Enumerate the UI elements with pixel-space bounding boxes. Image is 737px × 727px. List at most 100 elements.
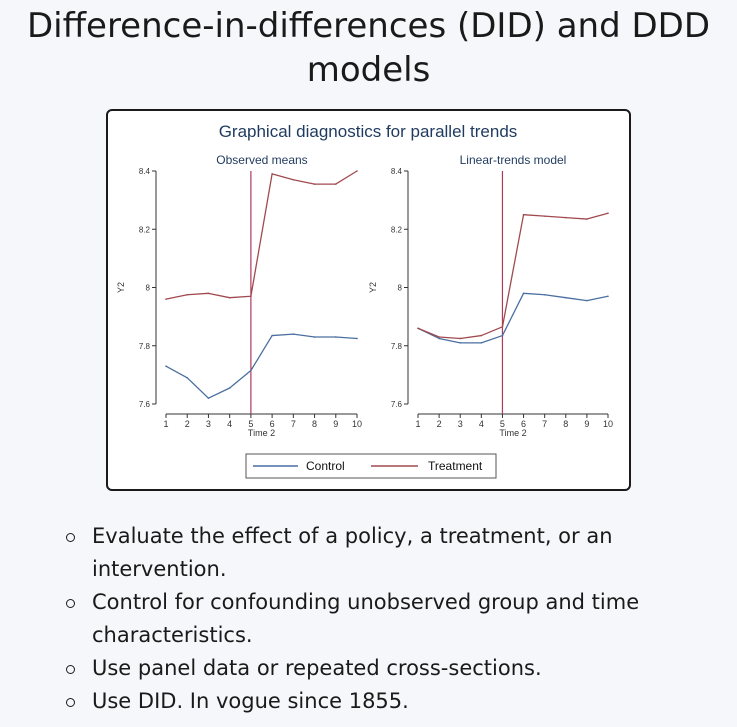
x-tick-label: 8	[563, 419, 568, 429]
x-axis-label: Time 2	[248, 428, 275, 438]
circle-bullet-icon	[66, 698, 75, 707]
data-point-treatment	[522, 213, 525, 216]
circle-bullet-icon	[66, 533, 75, 542]
data-point-control	[186, 376, 189, 379]
bullet-item: Evaluate the effect of a policy, a treat…	[60, 520, 700, 586]
y-tick-label: 7.6	[391, 400, 403, 409]
x-axis-label: Time 2	[499, 428, 526, 438]
data-point-control	[543, 293, 546, 296]
data-point-treatment	[313, 183, 316, 185]
data-point-control	[313, 336, 316, 338]
y-tick-label: 8	[398, 284, 403, 293]
page-title: Difference-in-differences (DID) and DDD …	[26, 6, 711, 90]
chart-title: Graphical diagnostics for parallel trend…	[219, 122, 518, 141]
bullet-item: Use DID. In vogue since 1855.	[60, 685, 700, 718]
x-tick-label: 4	[227, 419, 232, 429]
data-point-treatment	[271, 173, 273, 175]
x-tick-label: 6	[270, 419, 275, 429]
data-point-treatment	[501, 326, 504, 328]
x-tick-label: 7	[291, 419, 296, 429]
data-point-control	[564, 296, 567, 299]
circle-bullet-icon	[66, 665, 75, 674]
x-tick-label: 3	[458, 419, 463, 429]
x-tick-label: 3	[206, 419, 211, 429]
circle-bullet-icon	[66, 599, 75, 608]
data-point-treatment	[564, 216, 567, 219]
data-point-control	[459, 342, 462, 344]
bullet-list: Evaluate the effect of a policy, a treat…	[60, 520, 700, 718]
x-tick-label: 9	[333, 419, 338, 429]
data-point-control	[501, 334, 504, 337]
data-point-control	[438, 337, 440, 340]
data-point-control	[228, 387, 231, 389]
panel-subtitle: Observed means	[216, 153, 307, 167]
data-point-control	[292, 333, 295, 335]
panel-observed-means: Observed means 7.6 7.8 8 8.2 8.4 1 2 3 4 5 6 7 8 9 10 Ti…	[116, 153, 362, 438]
data-point-control	[480, 342, 483, 344]
x-tick-label: 7	[542, 419, 547, 429]
data-point-treatment	[250, 295, 252, 298]
x-tick-label: 10	[352, 419, 362, 429]
x-tick-label: 9	[584, 419, 589, 429]
data-point-treatment	[207, 292, 210, 295]
legend-label-control: Control	[306, 459, 345, 473]
series-line-treatment	[165, 170, 358, 300]
bullet-text: Use DID. In vogue since 1855.	[92, 689, 409, 713]
data-point-treatment	[186, 293, 189, 296]
bullet-text: Evaluate the effect of a policy, a treat…	[92, 524, 613, 581]
data-point-control	[250, 369, 252, 372]
data-point-control	[207, 397, 210, 399]
x-tick-label: 5	[500, 419, 505, 429]
series-line-control	[417, 292, 609, 344]
y-tick-label: 7.8	[139, 342, 151, 351]
data-point-control	[165, 365, 167, 367]
series-line-control	[165, 333, 358, 399]
bullet-text: Use panel data or repeated cross-section…	[92, 656, 542, 680]
data-point-control	[586, 299, 588, 302]
data-point-treatment	[607, 212, 609, 215]
y-tick-label: 8.4	[391, 167, 403, 176]
parallel-trends-chart: Graphical diagnostics for parallel trend…	[116, 122, 613, 479]
data-point-treatment	[228, 296, 231, 299]
x-tick-label: 5	[248, 419, 253, 429]
x-tick-label: 2	[437, 419, 442, 429]
data-point-treatment	[586, 218, 588, 220]
y-tick-label: 7.8	[391, 342, 403, 351]
data-point-treatment	[543, 215, 546, 217]
data-point-treatment	[480, 334, 483, 337]
y-axis-label: Y2	[368, 282, 378, 293]
y-tick-label: 8.4	[139, 167, 151, 176]
series-line-treatment	[417, 212, 609, 340]
data-point-treatment	[459, 337, 462, 340]
y-tick-label: 7.6	[139, 400, 151, 409]
x-tick-label: 4	[479, 419, 484, 429]
data-point-treatment	[165, 298, 167, 300]
x-tick-label: 6	[521, 419, 526, 429]
data-point-control	[334, 336, 337, 338]
data-point-control	[356, 337, 358, 340]
bullet-item: Use panel data or repeated cross-section…	[60, 652, 700, 685]
y-axis-label: Y2	[116, 282, 126, 293]
x-tick-label: 8	[312, 419, 317, 429]
data-point-control	[522, 292, 525, 295]
panel-linear-trends: Linear-trends model 7.6 7.8 8 8.2 8.4 1 2 3 4 5 6 7 8…	[368, 153, 613, 438]
bullet-item: Control for confounding unobserved group…	[60, 586, 700, 652]
legend-label-treatment: Treatment	[428, 459, 483, 473]
data-point-treatment	[334, 183, 337, 185]
y-tick-label: 8.2	[139, 225, 151, 234]
data-point-control	[607, 295, 609, 298]
x-tick-label: 1	[163, 419, 168, 429]
data-point-treatment	[292, 178, 295, 181]
x-tick-label: 1	[415, 419, 420, 429]
y-tick-label: 8.2	[391, 225, 403, 234]
panel-subtitle: Linear-trends model	[460, 153, 567, 167]
data-point-treatment	[356, 170, 358, 172]
data-point-control	[271, 334, 273, 337]
x-tick-label: 2	[185, 419, 190, 429]
data-point-treatment	[417, 327, 419, 330]
y-tick-label: 8	[146, 284, 151, 293]
bullet-text: Control for confounding unobserved group…	[92, 590, 640, 647]
data-point-treatment	[438, 336, 440, 338]
legend: Control Treatment	[245, 453, 497, 479]
x-tick-label: 10	[603, 419, 613, 429]
